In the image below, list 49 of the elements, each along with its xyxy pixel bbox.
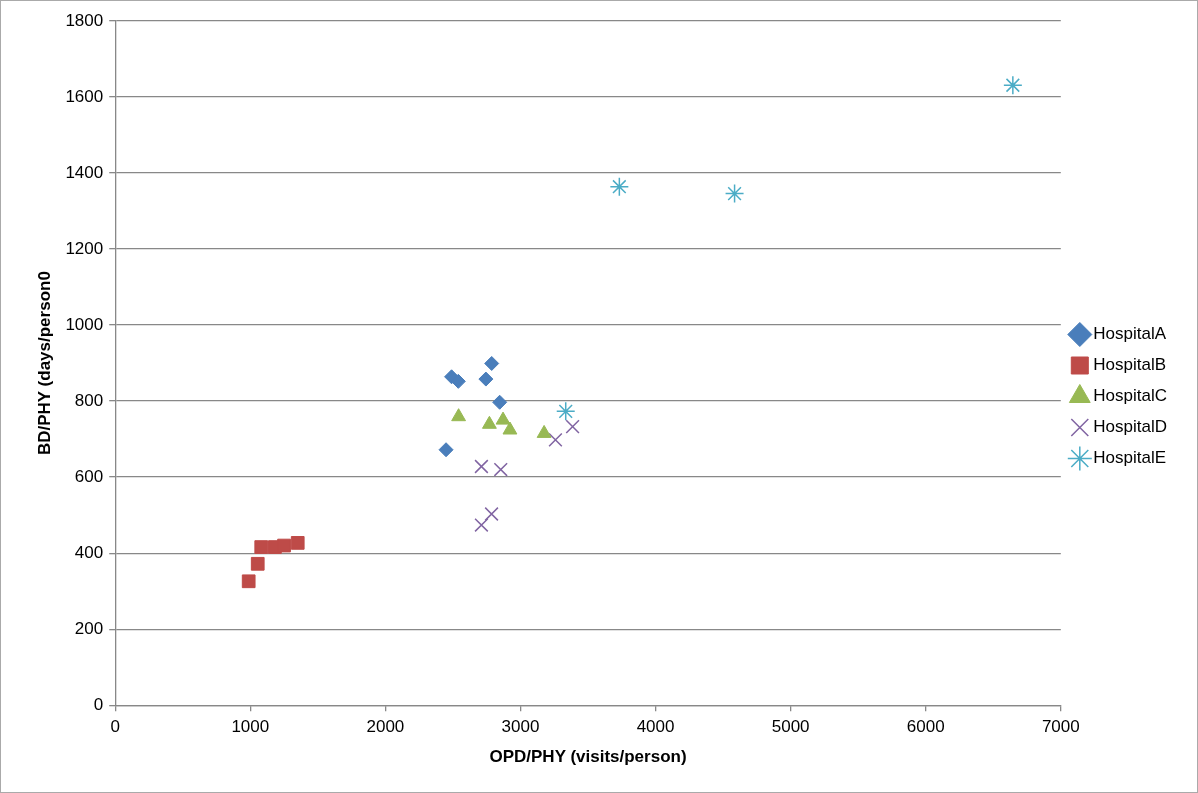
x-tick-label: 3000	[501, 717, 540, 737]
point	[250, 556, 265, 571]
point	[492, 394, 508, 410]
x-tick-label: 5000	[771, 717, 810, 737]
legend-label: HospitalA	[1093, 324, 1167, 344]
point	[555, 401, 576, 422]
point	[481, 415, 497, 429]
legend-label: HospitalC	[1093, 386, 1168, 406]
y-tick-label: 1600	[65, 86, 104, 106]
y-tick-label: 1000	[65, 314, 104, 334]
x-tick-label: 7000	[1041, 717, 1080, 737]
point	[254, 540, 269, 554]
point	[438, 442, 454, 458]
point	[290, 536, 305, 550]
y-tick-label: 200	[74, 618, 104, 638]
y-tick-label: 0	[93, 694, 104, 714]
point	[277, 538, 291, 553]
y-tick-label: 800	[74, 390, 104, 410]
point	[609, 176, 630, 197]
point	[474, 517, 489, 533]
legend-label: HospitalD	[1093, 417, 1168, 437]
point	[478, 371, 494, 387]
y-axis-title: BD/PHY (days/person0	[34, 271, 54, 456]
x-tick-label: 6000	[906, 717, 945, 737]
point	[474, 459, 489, 474]
y-tick-label: 1200	[65, 238, 104, 258]
point	[451, 408, 467, 422]
x-tick-label: 0	[110, 717, 120, 737]
point	[484, 355, 500, 371]
legend-label: HospitalE	[1093, 448, 1167, 468]
y-tick-label: 1400	[65, 162, 104, 182]
point	[495, 411, 511, 425]
y-tick-label: 600	[74, 466, 104, 486]
point	[493, 462, 508, 477]
point	[450, 373, 466, 389]
point	[502, 421, 518, 435]
x-tick-label: 2000	[366, 717, 405, 737]
point	[484, 506, 499, 522]
point	[548, 432, 563, 447]
point	[1003, 75, 1023, 95]
x-tick-label: 1000	[231, 717, 270, 737]
y-tick-label: 400	[74, 542, 104, 562]
x-axis-title: OPD/PHY (visits/person)	[489, 747, 687, 767]
point	[241, 574, 256, 589]
point	[565, 419, 580, 434]
point	[724, 183, 745, 204]
x-tick-label: 4000	[636, 717, 675, 737]
y-tick-label: 1800	[65, 10, 104, 30]
legend-label: HospitalB	[1093, 355, 1167, 375]
